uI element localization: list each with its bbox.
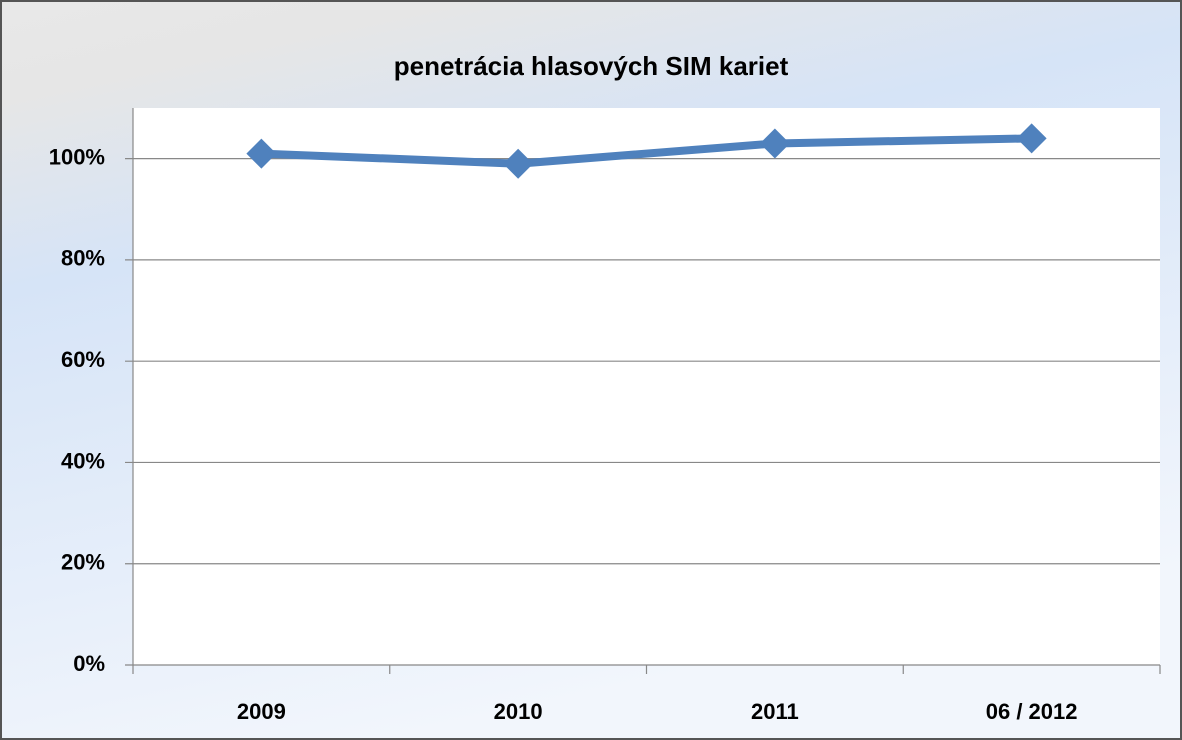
y-tick-label: 80% <box>61 246 105 271</box>
series-line <box>261 134 1032 168</box>
y-tick-label: 40% <box>61 448 105 473</box>
x-tick-label: 06 / 2012 <box>986 699 1078 724</box>
x-tick-label: 2009 <box>237 699 286 724</box>
data-point <box>1016 123 1047 154</box>
y-tick-label: 60% <box>61 347 105 372</box>
y-tick-label: 20% <box>61 550 105 575</box>
y-tick-label: 100% <box>49 144 105 169</box>
data-point <box>759 128 790 159</box>
x-tick-label: 2010 <box>494 699 543 724</box>
data-point <box>246 138 277 169</box>
plot-area <box>133 108 1160 665</box>
x-tick-label: 2011 <box>751 699 799 724</box>
data-point <box>503 148 534 179</box>
y-tick-label: 0% <box>73 651 105 676</box>
chart-title: penetrácia hlasových SIM kariet <box>394 51 789 81</box>
